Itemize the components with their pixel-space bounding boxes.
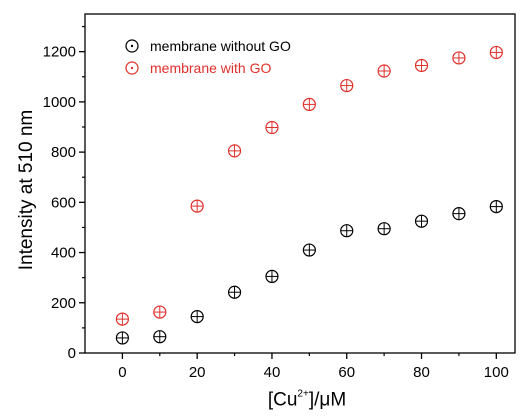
y-tick-label: 1000 bbox=[43, 94, 76, 111]
data-point-series-2 bbox=[265, 120, 279, 135]
x-tick-label: 40 bbox=[264, 364, 281, 381]
data-point-series-2 bbox=[302, 97, 316, 112]
data-point-series-2 bbox=[190, 199, 204, 213]
plot-frame bbox=[84, 13, 516, 354]
x-tick-label: 60 bbox=[338, 364, 355, 381]
x-axis-label: [Cu2+]/μM bbox=[268, 389, 346, 412]
data-point-series-1 bbox=[377, 222, 391, 236]
y-tick-label: 0 bbox=[68, 345, 76, 362]
legend-label-1: membrane without GO bbox=[150, 38, 291, 54]
x-tick-label: 0 bbox=[118, 364, 126, 381]
data-point-series-2 bbox=[489, 45, 503, 60]
data-point-series-1 bbox=[340, 224, 354, 238]
data-point-series-1 bbox=[489, 200, 503, 214]
data-point-series-2 bbox=[377, 64, 391, 78]
data-point-series-2 bbox=[153, 305, 167, 319]
y-tick-label: 200 bbox=[51, 295, 76, 312]
x-tick-label: 20 bbox=[189, 364, 206, 381]
y-tick-label: 800 bbox=[51, 144, 76, 161]
data-point-series-1 bbox=[302, 243, 316, 257]
legend-marker-1 bbox=[125, 39, 139, 53]
data-point-series-2 bbox=[452, 51, 466, 65]
data-points bbox=[115, 45, 503, 345]
data-point-series-1 bbox=[265, 269, 279, 284]
x-axis-label-superscript: 2+ bbox=[297, 388, 309, 400]
data-point-series-1 bbox=[452, 207, 466, 221]
x-axis-label-prefix: [Cu bbox=[267, 389, 298, 411]
x-tick-label: 100 bbox=[484, 364, 509, 381]
data-point-series-2 bbox=[414, 58, 429, 73]
x-axis-label-suffix: ]/μM bbox=[308, 389, 347, 411]
legend-marker-2 bbox=[125, 61, 139, 75]
y-axis-label: Intensity at 510 nm bbox=[16, 109, 37, 271]
data-point-series-1 bbox=[190, 309, 204, 324]
data-point-series-1 bbox=[227, 285, 242, 299]
y-tick-label: 600 bbox=[51, 194, 76, 211]
data-point-series-2 bbox=[115, 312, 129, 326]
data-point-series-1 bbox=[414, 214, 429, 228]
data-point-series-2 bbox=[227, 144, 242, 158]
y-axis: 0 200 400 600 800 1000 1200 bbox=[43, 25, 85, 362]
y-tick-label: 400 bbox=[51, 245, 76, 262]
data-point-series-1 bbox=[115, 331, 129, 345]
y-tick-label: 1200 bbox=[43, 44, 76, 61]
data-point-series-1 bbox=[153, 330, 167, 344]
legend-label-2: membrane with GO bbox=[150, 60, 271, 76]
legend: membrane without GO membrane with GO bbox=[125, 38, 291, 76]
data-point-series-2 bbox=[340, 78, 354, 93]
x-tick-label: 80 bbox=[413, 364, 430, 381]
x-axis: 0 20 40 60 80 100 bbox=[118, 353, 509, 381]
